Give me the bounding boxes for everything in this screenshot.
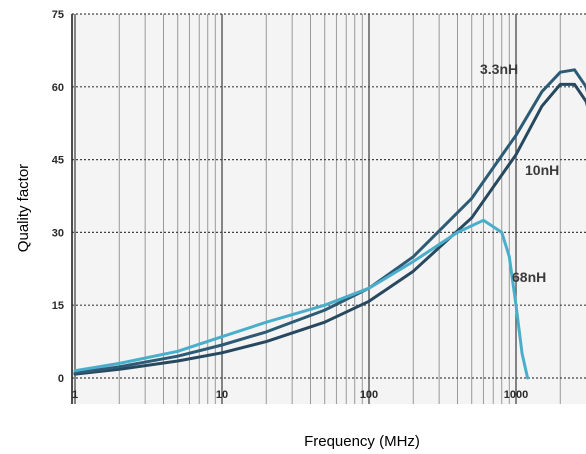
y-tick-label: 75 — [52, 9, 64, 21]
grid — [71, 13, 586, 404]
x-tick-label: 1000 — [504, 389, 528, 401]
y-tick-label: 15 — [52, 300, 64, 312]
series-line-68nH — [73, 218, 530, 380]
x-tick-label: 10 — [216, 389, 228, 401]
series-line-3.3nH — [73, 82, 586, 376]
x-axis-ticks: 1 10 100 1000 — [72, 389, 528, 401]
plot-background — [72, 14, 586, 404]
curve-labels: 3.3nH 10nH 68nH — [480, 61, 559, 285]
curve-label-68nH: 68nH — [512, 269, 546, 285]
y-tick-label: 45 — [52, 155, 64, 167]
curve-label-3.3nH: 3.3nH — [480, 61, 518, 77]
curve-label-10nH: 10nH — [525, 162, 559, 178]
x-axis-title: Frequency (MHz) — [304, 433, 420, 450]
y-tick-label: 60 — [52, 82, 64, 94]
y-tick-label: 0 — [58, 373, 64, 385]
x-tick-label: 100 — [360, 389, 378, 401]
y-axis-ticks: 0 15 30 45 60 75 — [52, 9, 64, 385]
y-axis-title: Quality factor — [15, 164, 32, 252]
series-line-10nH — [73, 68, 586, 375]
x-tick-label: 1 — [72, 389, 78, 401]
y-tick-label: 30 — [52, 227, 64, 239]
series-layer — [73, 68, 586, 380]
